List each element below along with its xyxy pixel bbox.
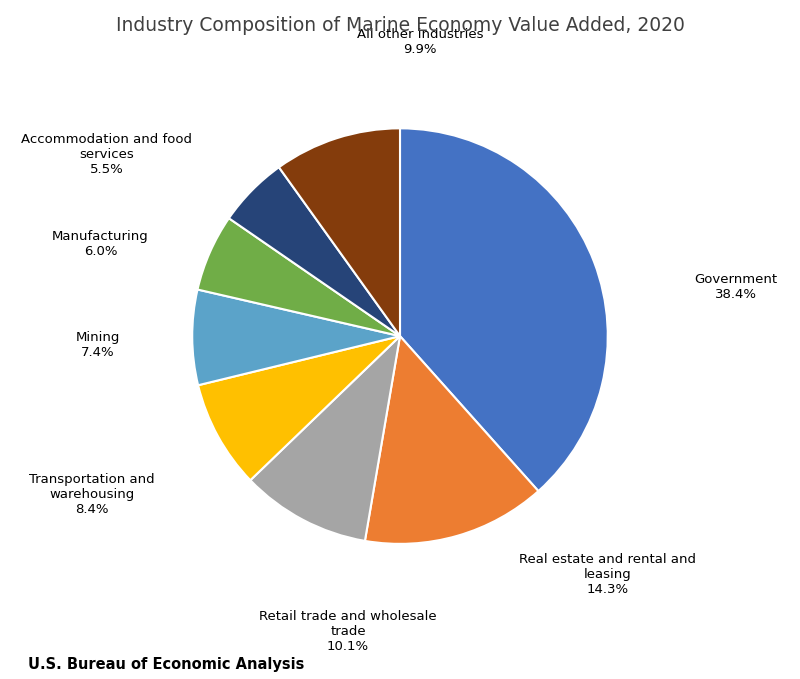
Wedge shape: [192, 289, 400, 385]
Wedge shape: [198, 218, 400, 336]
Text: Manufacturing
6.0%: Manufacturing 6.0%: [52, 230, 149, 258]
Title: Industry Composition of Marine Economy Value Added, 2020: Industry Composition of Marine Economy V…: [115, 16, 685, 35]
Text: All other industries
9.9%: All other industries 9.9%: [357, 29, 483, 56]
Wedge shape: [400, 128, 608, 491]
Text: Accommodation and food
services
5.5%: Accommodation and food services 5.5%: [22, 133, 192, 176]
Text: Transportation and
warehousing
8.4%: Transportation and warehousing 8.4%: [29, 473, 154, 516]
Text: U.S. Bureau of Economic Analysis: U.S. Bureau of Economic Analysis: [28, 657, 304, 672]
Wedge shape: [365, 336, 538, 544]
Text: Mining
7.4%: Mining 7.4%: [76, 331, 120, 359]
Text: Retail trade and wholesale
trade
10.1%: Retail trade and wholesale trade 10.1%: [259, 610, 437, 653]
Wedge shape: [279, 128, 400, 336]
Wedge shape: [250, 336, 400, 541]
Wedge shape: [198, 336, 400, 480]
Text: Government
38.4%: Government 38.4%: [694, 273, 778, 301]
Wedge shape: [229, 167, 400, 336]
Text: Real estate and rental and
leasing
14.3%: Real estate and rental and leasing 14.3%: [519, 553, 696, 595]
